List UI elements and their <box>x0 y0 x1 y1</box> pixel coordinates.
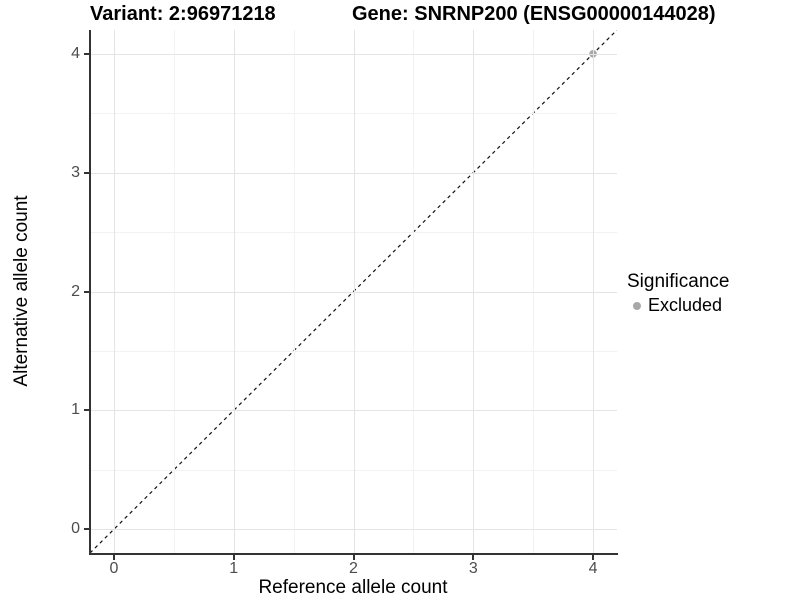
y-tick-label-4: 4 <box>71 44 80 62</box>
plot-title-gene: Gene: SNRNP200 (ENSG00000144028) <box>352 3 716 25</box>
legend-point-icon <box>633 301 641 310</box>
x-axis-line <box>89 553 618 555</box>
legend-item-label: Excluded <box>648 295 723 315</box>
x-tick-mark-2 <box>352 555 355 560</box>
x-tick-mark-1 <box>232 555 235 560</box>
legend-key <box>627 301 647 310</box>
x-tick-mark-4 <box>592 555 595 560</box>
plot-title-variant: Variant: 2:96971218 <box>90 3 276 25</box>
y-axis-line <box>89 30 91 555</box>
y-tick-label-1: 1 <box>71 401 80 419</box>
gridline-major-y-1 <box>90 410 617 412</box>
legend: Significance Excluded <box>627 271 729 316</box>
gridline-major-y-4 <box>90 53 617 55</box>
y-tick-mark-4 <box>84 52 89 55</box>
plot-panel <box>90 30 617 553</box>
y-tick-label-0: 0 <box>71 520 80 538</box>
y-tick-label-2: 2 <box>71 282 80 300</box>
x-axis-title: Reference allele count <box>258 577 448 598</box>
x-tick-label-4: 4 <box>588 560 598 577</box>
y-tick-mark-0 <box>84 528 89 531</box>
gridline-major-y-0 <box>90 529 617 531</box>
y-tick-mark-3 <box>84 171 89 174</box>
x-tick-mark-3 <box>472 555 475 560</box>
x-tick-mark-0 <box>112 555 115 560</box>
y-tick-mark-1 <box>84 409 89 412</box>
y-tick-label-3: 3 <box>71 163 80 181</box>
y-axis-title: Alternative allele count <box>11 195 32 387</box>
x-tick-label-3: 3 <box>468 560 478 577</box>
x-tick-label-1: 1 <box>229 560 239 577</box>
y-tick-mark-2 <box>84 290 89 293</box>
x-tick-label-0: 0 <box>109 560 119 577</box>
gridline-major-y-3 <box>90 172 617 174</box>
legend-item-excluded: Excluded <box>627 295 729 316</box>
gridline-major-y-2 <box>90 291 617 293</box>
x-tick-label-2: 2 <box>349 560 358 577</box>
legend-title: Significance <box>627 271 730 292</box>
